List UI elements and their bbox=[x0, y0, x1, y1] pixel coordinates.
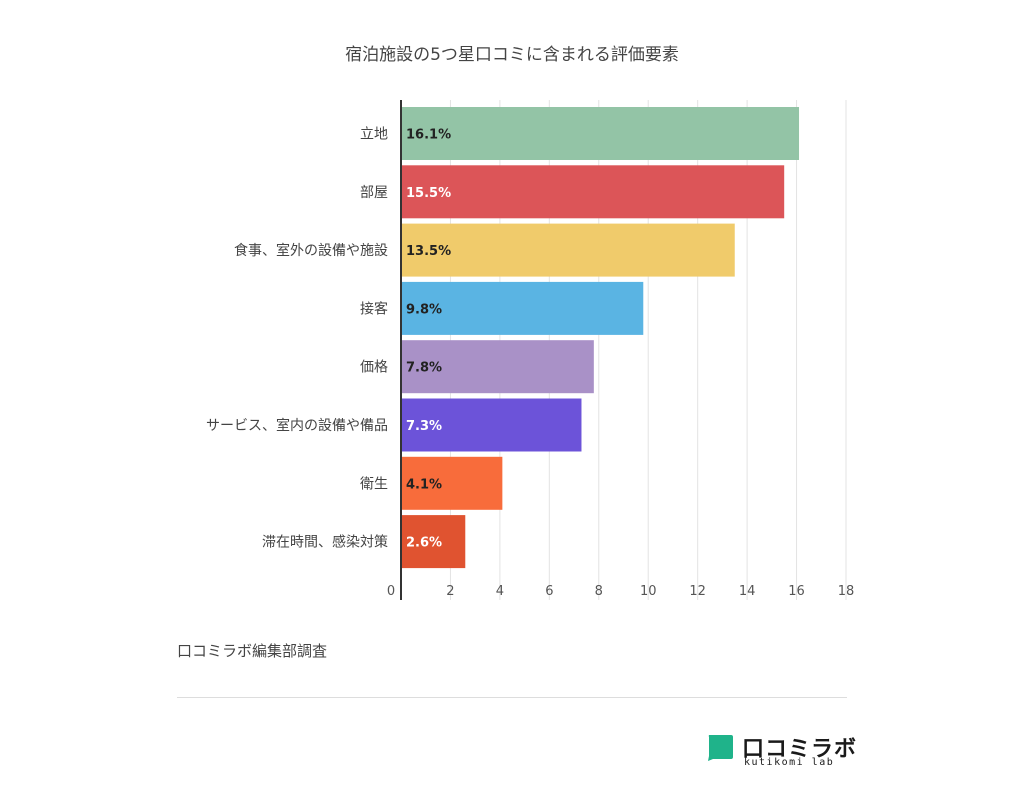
x-tick-labels: 0 2 4 6 8 10 12 14 16 18 bbox=[387, 584, 854, 599]
data-label: 15.5% bbox=[406, 186, 451, 201]
x-tick-label: 8 bbox=[595, 584, 603, 599]
x-tick-label: 6 bbox=[545, 584, 553, 599]
data-label: 4.1% bbox=[406, 477, 442, 492]
x-tick-label: 0 bbox=[387, 584, 395, 599]
bar bbox=[401, 223, 735, 277]
x-tick-label: 12 bbox=[689, 584, 706, 599]
x-tick-label: 18 bbox=[838, 584, 855, 599]
kutikomi-lab-logo: 口コミラボ kutikomi lab bbox=[706, 732, 856, 772]
bar bbox=[401, 340, 594, 394]
bar bbox=[401, 515, 466, 569]
data-label: 7.3% bbox=[406, 419, 442, 434]
bar bbox=[401, 107, 800, 160]
x-tick-label: 16 bbox=[788, 584, 805, 599]
category-label: 部屋 bbox=[360, 185, 388, 201]
bar bbox=[401, 398, 582, 452]
bar bbox=[401, 456, 503, 510]
category-label: 価格 bbox=[360, 360, 388, 376]
bars: 16.1% 15.5% 13.5% 9.8% 7.8% 7.3% 4.1% 2.6% bbox=[401, 107, 800, 569]
data-label: 7.8% bbox=[406, 361, 442, 376]
source-note: 口コミラボ編集部調査 bbox=[177, 642, 328, 660]
divider bbox=[177, 697, 847, 698]
logo-text-jp: 口コミラボ bbox=[742, 737, 858, 762]
bar bbox=[401, 281, 644, 335]
bar bbox=[401, 165, 785, 219]
data-label: 9.8% bbox=[406, 302, 442, 317]
category-label: 滞在時間、感染対策 bbox=[262, 534, 388, 551]
data-label: 13.5% bbox=[406, 244, 451, 259]
category-label: 衛生 bbox=[360, 476, 388, 492]
category-label: サービス、室内の設備や備品 bbox=[206, 417, 388, 434]
logo-text-en: kutikomi lab bbox=[744, 757, 835, 768]
x-tick-label: 2 bbox=[446, 584, 454, 599]
x-tick-label: 10 bbox=[640, 584, 657, 599]
category-label: 食事、室外の設備や施設 bbox=[234, 242, 388, 259]
bar-chart: 16.1% 15.5% 13.5% 9.8% 7.8% 7.3% 4.1% 2.6% 立地部屋… bbox=[206, 100, 854, 600]
data-label: 2.6% bbox=[406, 536, 442, 551]
category-labels: 立地部屋食事、室外の設備や施設接客価格サービス、室内の設備や備品衛生滞在時間、感… bbox=[206, 127, 388, 551]
category-label: 接客 bbox=[360, 300, 388, 317]
x-tick-label: 4 bbox=[496, 584, 504, 599]
x-tick-label: 14 bbox=[739, 584, 756, 599]
speech-bubble-icon bbox=[708, 735, 733, 761]
category-label: 立地 bbox=[360, 127, 388, 143]
chart-title: 宿泊施設の5つ星口コミに含まれる評価要素 bbox=[345, 45, 679, 65]
data-label: 16.1% bbox=[406, 128, 451, 143]
